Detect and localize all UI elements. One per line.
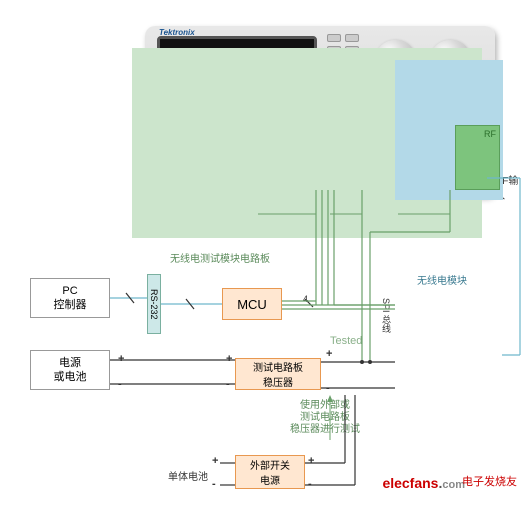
plus-sign: + <box>118 353 124 365</box>
four-label: 4 <box>303 294 308 304</box>
minus-sign: - <box>226 378 230 390</box>
power-block: 电源 或电池 <box>30 350 110 390</box>
reg-note: 使用外部或 测试电路板 稳压器进行测试 <box>290 400 360 436</box>
plus-sign: + <box>226 353 232 365</box>
rf-text: RF <box>484 129 496 139</box>
minus-sign: - <box>326 382 330 394</box>
spi-side-label: SPI 总线 <box>380 298 393 333</box>
ext-switch-label: 外部开关 电源 <box>250 457 290 487</box>
plus-sign: + <box>308 455 314 467</box>
minus-sign: - <box>212 478 216 490</box>
canvas: Tektronix <box>0 0 525 511</box>
regulator-label: 测试电路板 稳压器 <box>253 359 303 389</box>
mcu-label: MCU <box>237 297 267 312</box>
cell-battery-label: 单体电池 <box>168 468 208 483</box>
logo-elecfans: elecfans <box>382 475 438 491</box>
rs232-block: RS-232 <box>147 274 161 334</box>
test-board-title: 无线电测试模块电路板 <box>170 254 270 266</box>
pc-label: PC 控制器 <box>54 284 87 313</box>
pc-block: PC 控制器 <box>30 278 110 318</box>
minus-sign: - <box>118 378 122 390</box>
scope-button[interactable] <box>327 34 341 42</box>
radio-module-title: 无线电模块 <box>417 276 467 288</box>
rf-box: RF <box>455 125 500 190</box>
power-label: 电源 或电池 <box>54 356 87 385</box>
plus-sign: + <box>212 455 218 467</box>
tested-hint: Tested <box>330 335 362 348</box>
ext-switch-block: 外部开关 电源 <box>235 455 305 489</box>
mcu-block: MCU <box>222 288 282 320</box>
regulator-block: 测试电路板 稳压器 <box>235 358 321 390</box>
footer-logo: elecfans.com <box>382 475 465 491</box>
footer-tag: 电子发烧友 <box>462 473 517 489</box>
minus-sign: - <box>308 478 312 490</box>
rs232-label: RS-232 <box>149 289 159 320</box>
plus-sign: + <box>326 348 332 360</box>
scope-button[interactable] <box>345 34 359 42</box>
